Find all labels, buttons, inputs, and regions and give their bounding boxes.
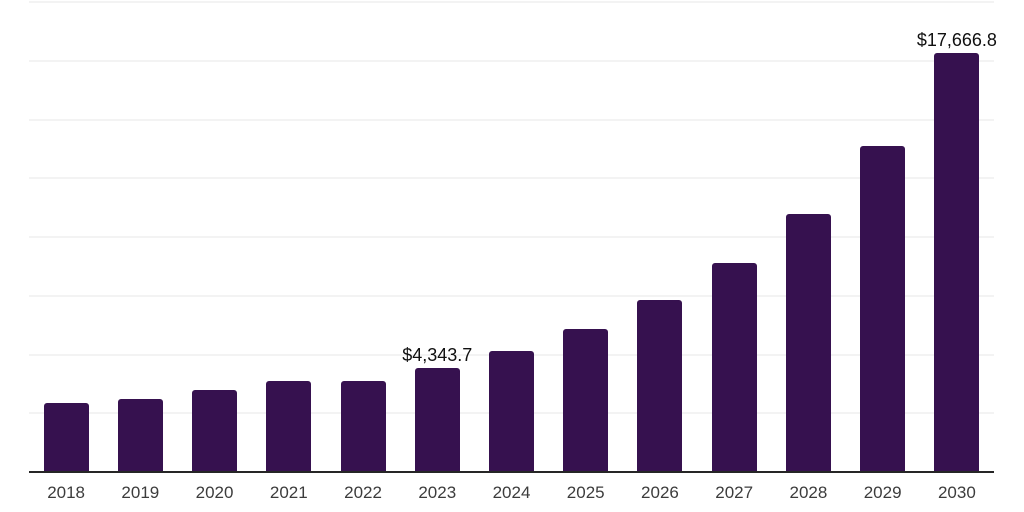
x-tick-2019: 2019 xyxy=(121,483,160,502)
x-tick-2018: 2018 xyxy=(47,483,86,502)
gridline xyxy=(29,177,994,179)
value-label-2030: $17,666.8 xyxy=(916,30,997,50)
bar-2024 xyxy=(489,351,534,471)
bar-2022 xyxy=(341,381,386,471)
bar-2029 xyxy=(860,146,905,471)
x-tick-2022: 2022 xyxy=(344,483,382,502)
value-label-2023: $4,343.7 xyxy=(402,345,473,365)
gridline xyxy=(29,236,994,238)
bar-2027 xyxy=(712,263,757,471)
gridline xyxy=(29,119,994,121)
bar-2030 xyxy=(934,53,979,471)
bar-2018 xyxy=(44,403,89,471)
x-tick-2020: 2020 xyxy=(195,483,234,502)
x-tick-2026: 2026 xyxy=(641,483,679,502)
x-tick-2029: 2029 xyxy=(863,483,902,502)
gridline xyxy=(29,1,994,3)
x-tick-2021: 2021 xyxy=(269,483,308,502)
x-tick-2024: 2024 xyxy=(492,483,531,502)
x-tick-2028: 2028 xyxy=(789,483,828,502)
gridline xyxy=(29,295,994,297)
bar-2023 xyxy=(415,368,460,471)
x-tick-2030: 2030 xyxy=(937,483,976,502)
x-tick-2027: 2027 xyxy=(715,483,754,502)
x-tick-2025: 2025 xyxy=(566,483,605,502)
gridline xyxy=(29,60,994,62)
x-tick-2023: 2023 xyxy=(418,483,457,502)
bar-2028 xyxy=(786,214,831,471)
x-axis-line xyxy=(29,471,994,473)
bar-2026 xyxy=(637,300,682,471)
bar-2025 xyxy=(563,329,608,471)
bar-2021 xyxy=(266,381,311,471)
bar-2020 xyxy=(192,390,237,471)
bar-2019 xyxy=(118,399,163,471)
